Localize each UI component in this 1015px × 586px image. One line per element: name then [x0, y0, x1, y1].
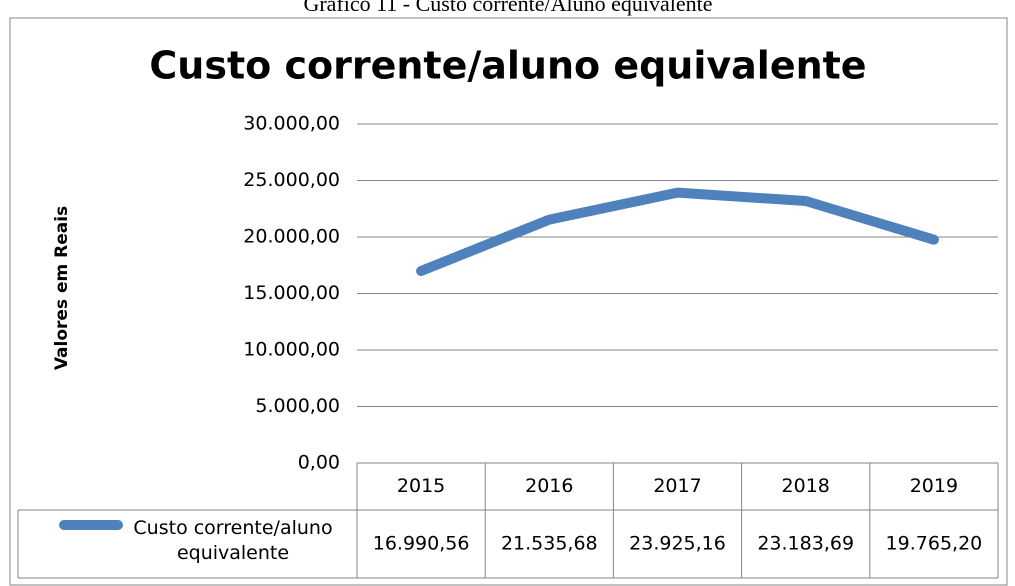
y-tick-label: 10.000,00 [243, 339, 340, 361]
y-tick-label: 20.000,00 [243, 226, 340, 248]
legend-text-box: Custo corrente/aluno equivalente [133, 517, 333, 564]
y-tick-label: 25.000,00 [243, 169, 340, 191]
table-value: 23.925,16 [629, 533, 726, 555]
y-tick-label: 5.000,00 [255, 395, 340, 417]
y-tick-label: 0,00 [298, 452, 340, 474]
x-tick-label: 2017 [653, 475, 701, 497]
y-tick-label: 15.000,00 [243, 282, 340, 304]
table-value: 21.535,68 [501, 533, 598, 555]
caption: Gráfico 11 - Custo corrente/Aluno equiva… [303, 0, 712, 16]
y-tick-label: 30.000,00 [243, 113, 340, 135]
chart-title: Custo corrente/aluno equivalente [149, 44, 866, 88]
x-tick-label: 2019 [910, 475, 958, 497]
y-axis-label: Valores em Reais [52, 206, 72, 370]
data-line [416, 187, 939, 277]
table-value: 19.765,20 [886, 533, 983, 555]
x-tick-label: 2018 [782, 475, 830, 497]
x-tick-label: 2016 [525, 475, 573, 497]
x-tick-label: 2015 [397, 475, 445, 497]
legend-label: Custo corrente/aluno equivalente [133, 517, 333, 564]
table-value: 23.183,69 [757, 533, 854, 555]
chart-border [9, 17, 1008, 586]
table-value: 16.990,56 [373, 533, 470, 555]
